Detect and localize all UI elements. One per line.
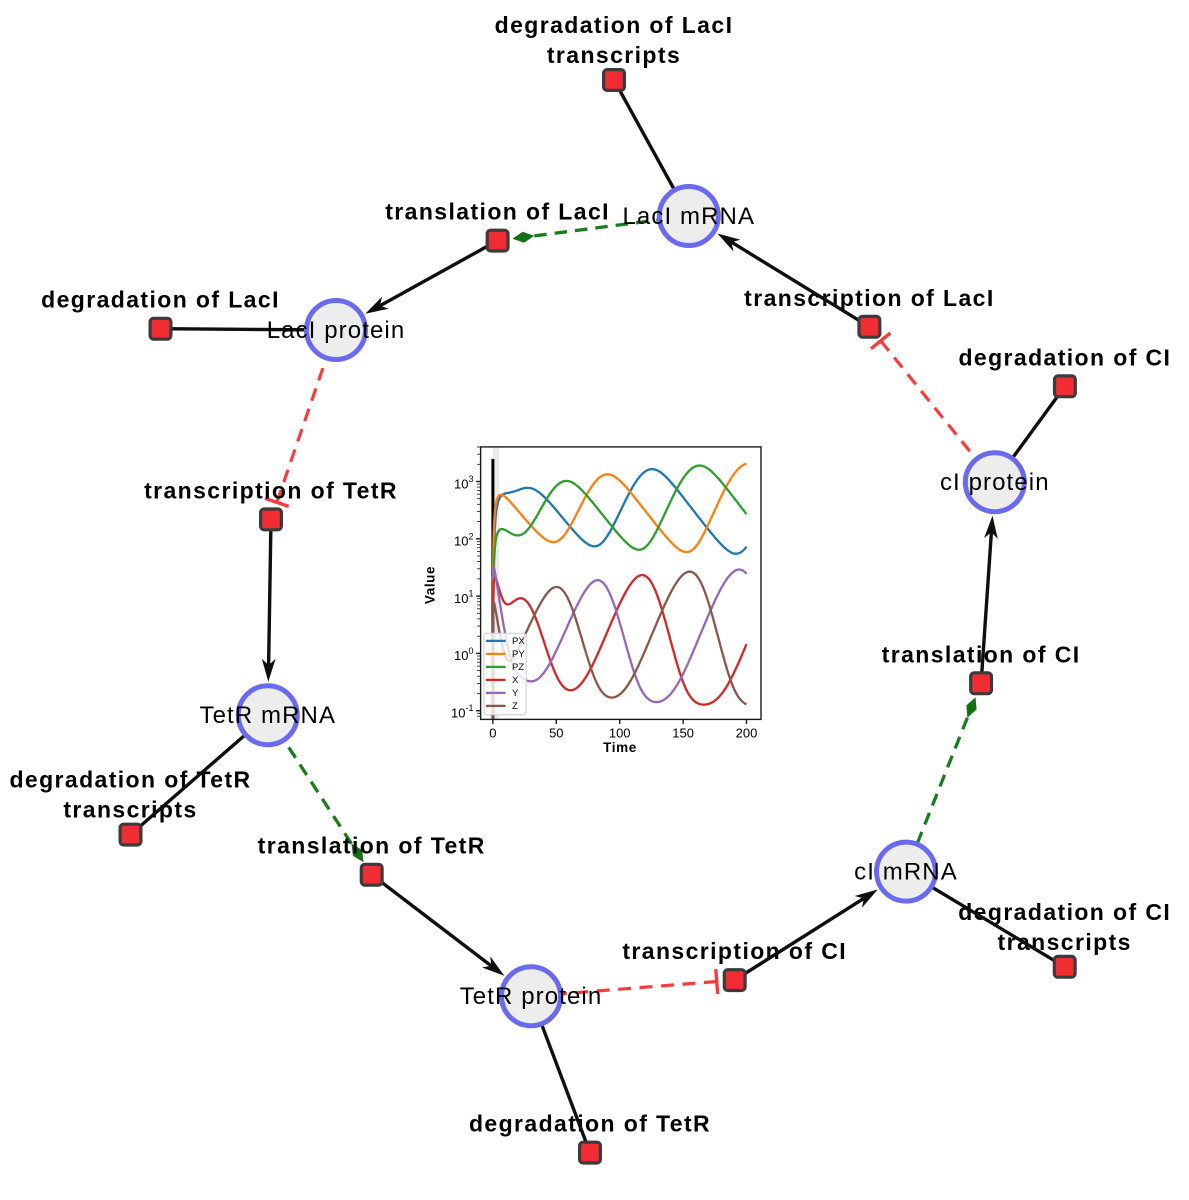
svg-text:transcripts: transcripts (547, 42, 681, 68)
svg-text:degradation of TetR: degradation of TetR (469, 1111, 711, 1137)
svg-text:LacI protein: LacI protein (267, 317, 406, 344)
svg-text:200: 200 (736, 725, 758, 740)
svg-text:transcription of LacI: transcription of LacI (744, 285, 994, 311)
svg-text:Y: Y (512, 688, 519, 699)
svg-text:LacI mRNA: LacI mRNA (622, 203, 755, 230)
svg-text:PZ: PZ (512, 662, 524, 673)
svg-text:translation of TetR: translation of TetR (258, 833, 486, 859)
svg-text:TetR protein: TetR protein (460, 983, 603, 1010)
svg-text:100: 100 (609, 725, 631, 740)
svg-text:transcripts: transcripts (998, 929, 1132, 955)
svg-text:degradation of LacI: degradation of LacI (41, 287, 280, 313)
svg-text:PY: PY (512, 649, 525, 660)
svg-text:150: 150 (672, 725, 694, 740)
svg-text:X: X (512, 675, 519, 686)
svg-text:TetR mRNA: TetR mRNA (200, 702, 337, 729)
svg-text:0: 0 (489, 725, 496, 740)
svg-text:Z: Z (512, 701, 518, 712)
svg-text:translation of LacI: translation of LacI (385, 199, 610, 225)
svg-text:cI mRNA: cI mRNA (854, 859, 958, 886)
svg-text:degradation of LacI: degradation of LacI (495, 12, 734, 38)
svg-text:PX: PX (512, 636, 525, 647)
svg-text:transcripts: transcripts (63, 797, 197, 823)
svg-text:transcription of CI: transcription of CI (622, 938, 847, 964)
svg-text:transcription of TetR: transcription of TetR (144, 477, 398, 503)
svg-text:degradation of CI: degradation of CI (958, 344, 1171, 370)
svg-text:cI protein: cI protein (940, 469, 1050, 496)
svg-text:translation of CI: translation of CI (882, 641, 1081, 667)
svg-text:degradation of CI: degradation of CI (958, 899, 1171, 925)
svg-text:Time: Time (603, 740, 637, 755)
svg-text:Value: Value (423, 566, 438, 604)
svg-text:50: 50 (549, 725, 563, 740)
svg-text:degradation of TetR: degradation of TetR (9, 767, 251, 793)
